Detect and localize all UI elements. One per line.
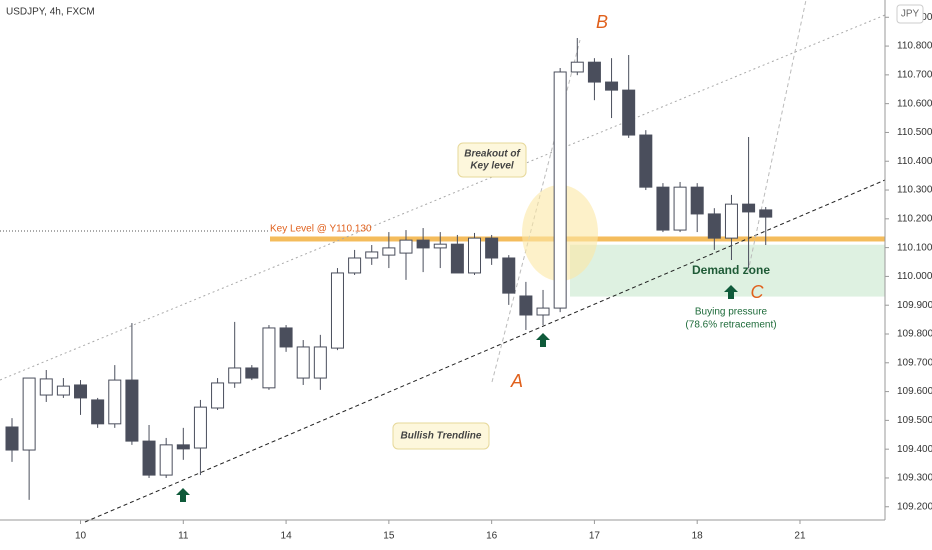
y-tick-label: 109.800	[897, 329, 932, 340]
y-tick-label: 110.200	[897, 213, 932, 224]
label-a: A	[510, 371, 523, 391]
buying-text: Buying pressure	[695, 307, 768, 318]
candle-body	[262, 327, 276, 389]
candle-body	[211, 382, 225, 409]
candle-body	[468, 237, 482, 274]
candle-body	[22, 377, 36, 451]
x-tick-label: 10	[75, 531, 87, 542]
x-tick-label: 18	[692, 531, 704, 542]
label-c: C	[751, 282, 765, 302]
chart-title: USDJPY, 4h, FXCM	[6, 7, 95, 18]
y-tick-label: 109.300	[897, 473, 932, 484]
x-tick-label: 17	[589, 531, 601, 542]
candle-body	[5, 426, 19, 451]
candle-body	[39, 378, 53, 396]
y-tick-label: 109.400	[897, 444, 932, 455]
candle-body	[245, 367, 259, 379]
x-tick-label: 11	[178, 531, 189, 542]
candle-body	[399, 239, 413, 254]
candle-body	[536, 307, 550, 316]
callout-box	[392, 422, 490, 450]
candle-body	[502, 257, 516, 294]
candle-body	[656, 186, 670, 231]
candle-body	[348, 257, 362, 274]
candle-body	[724, 203, 738, 239]
y-tick-label: 110.000	[897, 271, 932, 282]
x-tick-label: 16	[486, 531, 498, 542]
y-tick-label: 110.500	[897, 127, 932, 138]
demand-label: Demand zone	[692, 263, 770, 277]
y-tick-label: 109.700	[897, 357, 932, 368]
candle-body	[193, 406, 207, 449]
candle-body	[279, 327, 293, 348]
y-tick-label: 110.100	[897, 242, 932, 253]
candle-body	[125, 379, 139, 442]
candle-body	[74, 384, 88, 399]
candle-body	[365, 251, 379, 259]
arrow-up	[724, 285, 738, 299]
candle-body	[605, 81, 619, 91]
y-tick-label: 110.600	[897, 98, 932, 109]
candle-body	[296, 346, 310, 379]
callout-box	[457, 142, 527, 178]
y-tick-label: 109.200	[897, 501, 932, 512]
x-tick-label: 14	[281, 531, 293, 542]
candle-body	[159, 444, 173, 476]
label-b: B	[596, 12, 608, 32]
candle-body	[56, 385, 70, 396]
candle-body	[519, 295, 533, 316]
candle-body	[485, 237, 499, 259]
candle-body	[382, 247, 396, 256]
candle-body	[176, 444, 190, 450]
y-tick-label: 109.500	[897, 415, 932, 426]
candle-body	[416, 239, 430, 249]
candles	[5, 38, 773, 500]
candle-body	[91, 399, 105, 425]
x-tick-label: 15	[383, 531, 395, 542]
y-tick-label: 110.400	[897, 156, 932, 167]
callout-text: Key level	[470, 161, 514, 172]
candle-body	[707, 213, 721, 239]
candle-body	[622, 89, 636, 136]
candle-body	[228, 367, 242, 384]
arrow-up	[536, 333, 550, 347]
y-tick-label: 110.800	[897, 41, 932, 52]
candle-body	[433, 243, 447, 249]
x-tick-label: 21	[794, 531, 806, 542]
currency-badge	[896, 4, 924, 24]
candle-body	[673, 186, 687, 231]
y-tick-label: 110.300	[897, 185, 932, 196]
swing-line	[747, 0, 807, 273]
candle-body	[742, 203, 756, 213]
y-tick-label: 109.600	[897, 386, 932, 397]
candle-body	[142, 440, 156, 476]
candle-body	[450, 243, 464, 274]
candle-body	[570, 61, 584, 73]
callout-text: Breakout of	[464, 149, 521, 160]
candle-body	[587, 61, 601, 83]
candle-body	[330, 272, 344, 349]
callout-text: Bullish Trendline	[401, 431, 482, 442]
arrow-up	[176, 488, 190, 502]
y-tick-label: 110.700	[897, 70, 932, 81]
candle-body	[313, 346, 327, 379]
candle-body	[690, 186, 704, 215]
candle-body	[108, 379, 122, 425]
key-level-label: Key Level @ Y110.130	[270, 224, 372, 235]
candle-body	[553, 71, 567, 309]
buying-text: (78.6% retracement)	[685, 320, 776, 331]
candle-body	[759, 209, 773, 218]
y-tick-label: 109.900	[897, 300, 932, 311]
bullish-trendline	[84, 179, 886, 523]
candle-body	[639, 134, 653, 188]
currency: JPY	[901, 9, 920, 20]
demand-zone	[570, 244, 885, 297]
